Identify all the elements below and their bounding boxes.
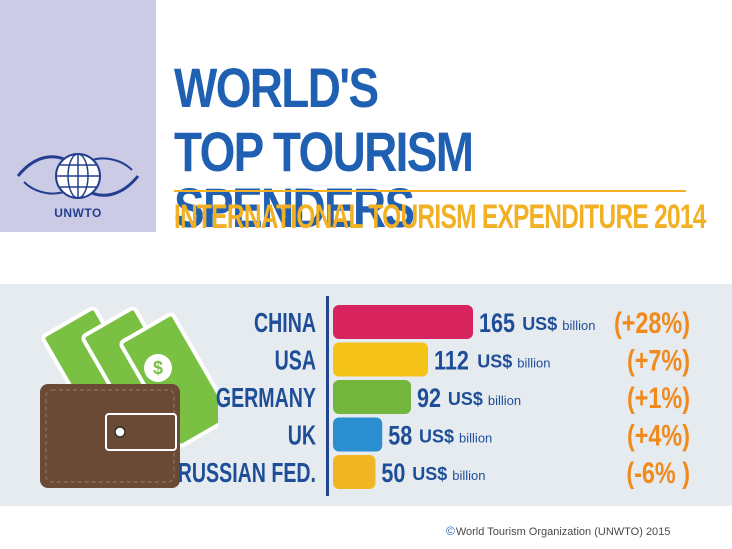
change-label: (+7%): [627, 344, 690, 377]
bar: [333, 305, 473, 339]
unit-label: US$ billion: [522, 314, 595, 334]
title-divider: [174, 190, 686, 192]
category-label: UK: [288, 420, 317, 451]
bar: [333, 342, 429, 377]
chart-axis-line: [326, 296, 329, 496]
unit-label: US$ billion: [412, 464, 485, 484]
page-subtitle: INTERNATIONAL TOURISM EXPENDITURE 2014: [174, 198, 706, 236]
copyright-text: World Tourism Organization (UNWTO) 2015: [455, 526, 671, 538]
unwto-globe-icon: [16, 153, 140, 199]
copyright-footer: ©World Tourism Organization (UNWTO) 2015: [446, 524, 670, 538]
page-title-line-1: WORLD'S: [174, 56, 379, 119]
wallet-money-illustration: $: [40, 306, 218, 488]
value-label: 112: [434, 346, 469, 376]
bar: [333, 417, 383, 452]
bar: [333, 455, 376, 489]
unit-label: US$ billion: [477, 352, 550, 372]
copyright-symbol: ©: [446, 524, 455, 538]
category-label: GERMANY: [216, 383, 316, 414]
svg-text:$: $: [153, 358, 163, 378]
unit-label: US$ billion: [448, 389, 521, 409]
page-title-line-2: TOP TOURISM SPENDERS: [174, 120, 474, 239]
value-label: 58: [388, 421, 412, 451]
category-label: CHINA: [254, 308, 316, 339]
change-label: (+28%): [614, 306, 690, 339]
change-label: (-6% ): [626, 456, 690, 489]
change-label: (+4%): [627, 419, 690, 452]
bar: [333, 380, 412, 414]
logo-text: UNWTO: [54, 206, 102, 220]
category-label: USA: [275, 345, 316, 376]
value-label: 165: [479, 309, 515, 339]
change-label: (+1%): [627, 381, 690, 414]
value-label: 50: [381, 459, 405, 489]
wallet-icon: [40, 384, 180, 488]
logo-panel: UNWTO: [0, 0, 156, 232]
value-label: 92: [417, 384, 441, 414]
category-label: RUSSIAN FED.: [178, 458, 316, 489]
unit-label: US$ billion: [419, 427, 492, 447]
